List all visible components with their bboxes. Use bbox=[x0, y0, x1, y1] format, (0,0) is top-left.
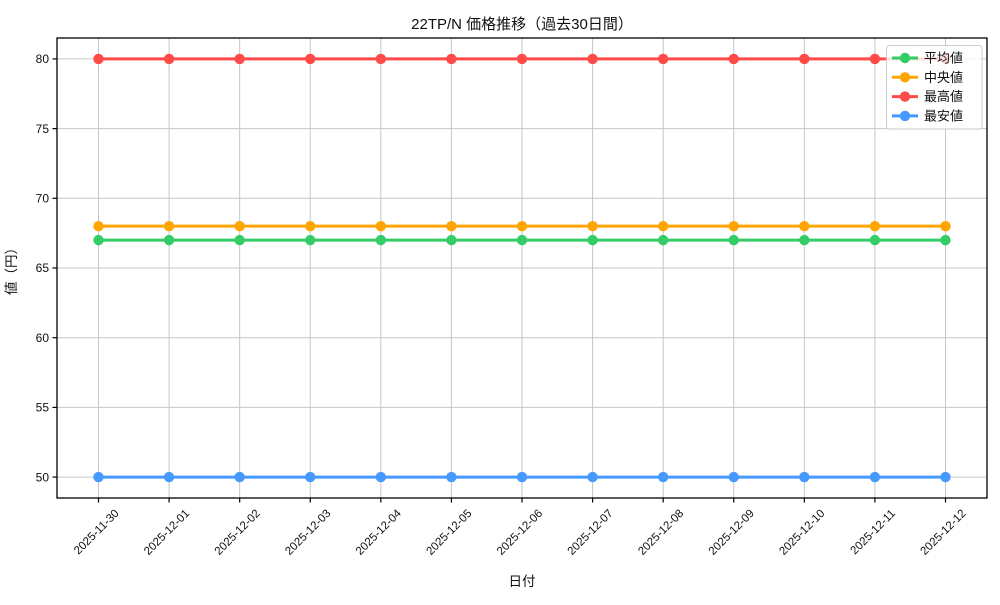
data-point bbox=[516, 53, 528, 65]
data-point bbox=[657, 220, 669, 232]
x-tick-label: 2025-12-04 bbox=[354, 507, 405, 558]
data-point bbox=[940, 220, 951, 232]
data-point bbox=[657, 234, 669, 246]
data-point bbox=[728, 234, 739, 246]
data-point bbox=[446, 220, 457, 232]
y-tick-label: 75 bbox=[36, 122, 50, 136]
data-point bbox=[93, 471, 104, 483]
data-point bbox=[869, 234, 881, 246]
data-point bbox=[587, 220, 598, 232]
legend-label: 平均値 bbox=[924, 51, 963, 66]
x-tick-label: 2025-12-02 bbox=[213, 508, 263, 558]
y-tick-label: 80 bbox=[36, 52, 50, 66]
plot-area: 50 55 60 65 70 75 80 2025-11-30 2025-12-01 2025-1… bbox=[36, 37, 988, 558]
data-point bbox=[587, 53, 598, 65]
data-point bbox=[940, 234, 951, 246]
data-point bbox=[93, 53, 104, 65]
y-tick-label: 65 bbox=[36, 261, 50, 275]
chart-title: 22TP/N 価格推移（過去30日間） bbox=[411, 16, 633, 33]
legend-item: 平均値 bbox=[892, 51, 963, 66]
data-point bbox=[375, 234, 387, 246]
legend-marker bbox=[899, 72, 911, 83]
legend-label: 最高値 bbox=[924, 89, 963, 104]
data-point bbox=[446, 471, 457, 483]
data-point bbox=[869, 53, 881, 65]
data-point bbox=[375, 220, 387, 232]
data-point bbox=[869, 220, 881, 232]
legend-label: 最安値 bbox=[924, 108, 963, 123]
data-point bbox=[234, 220, 245, 232]
y-axis-label: 値（円） bbox=[4, 241, 19, 295]
data-point bbox=[657, 53, 669, 65]
x-tick-label: 2025-12-07 bbox=[566, 508, 616, 558]
data-point bbox=[163, 53, 175, 65]
legend-marker bbox=[899, 52, 911, 64]
data-point bbox=[375, 471, 387, 483]
data-point bbox=[305, 234, 316, 246]
data-point bbox=[587, 471, 598, 483]
y-tick-label: 60 bbox=[36, 331, 50, 345]
legend-item: 中央値 bbox=[892, 70, 963, 85]
data-point bbox=[234, 471, 245, 483]
x-tick-label: 2025-12-09 bbox=[707, 508, 757, 558]
legend-marker bbox=[899, 110, 911, 122]
legend-item: 最高値 bbox=[892, 89, 963, 104]
data-point bbox=[728, 53, 739, 65]
x-tick-label: 2025-12-03 bbox=[283, 508, 333, 558]
data-point bbox=[728, 220, 739, 232]
data-point bbox=[93, 220, 104, 232]
data-point bbox=[799, 53, 810, 65]
y-tick-label: 50 bbox=[36, 470, 50, 484]
data-point bbox=[375, 53, 387, 65]
x-axis-label: 日付 bbox=[509, 574, 536, 589]
data-point bbox=[869, 471, 881, 483]
x-tick-label: 2025-12-11 bbox=[849, 508, 898, 557]
x-tick-label: 2025-12-01 bbox=[142, 508, 192, 558]
legend-marker bbox=[899, 91, 911, 102]
data-point bbox=[516, 471, 528, 483]
data-point bbox=[728, 471, 739, 483]
data-point bbox=[799, 471, 810, 483]
legend-item: 最安値 bbox=[892, 108, 963, 123]
data-point bbox=[446, 234, 457, 246]
x-tick-label: 2025-12-08 bbox=[636, 508, 686, 558]
data-point bbox=[940, 471, 951, 483]
data-point bbox=[446, 53, 457, 65]
data-point bbox=[234, 234, 245, 246]
legend-label: 中央値 bbox=[924, 70, 963, 85]
data-point bbox=[799, 220, 810, 232]
data-point bbox=[234, 53, 245, 65]
y-tick-label: 55 bbox=[36, 401, 50, 415]
x-tick-label: 2025-12-06 bbox=[495, 508, 545, 558]
data-point bbox=[587, 234, 598, 246]
data-point bbox=[305, 471, 316, 483]
data-point bbox=[516, 220, 528, 232]
data-point bbox=[163, 220, 175, 232]
data-point bbox=[799, 234, 810, 246]
x-tick-label: 2025-11-30 bbox=[72, 508, 121, 557]
data-point bbox=[93, 234, 104, 246]
data-point bbox=[657, 471, 669, 483]
legend-box bbox=[886, 45, 983, 130]
x-tick-label: 2025-12-10 bbox=[777, 508, 827, 558]
data-point bbox=[163, 234, 175, 246]
data-point bbox=[305, 220, 316, 232]
data-point bbox=[305, 53, 316, 65]
y-tick-label: 70 bbox=[36, 192, 50, 206]
data-point bbox=[163, 471, 175, 483]
data-point bbox=[516, 234, 528, 246]
x-tick-label: 2025-12-12 bbox=[919, 508, 969, 558]
x-tick-label: 2025-12-05 bbox=[424, 508, 474, 558]
